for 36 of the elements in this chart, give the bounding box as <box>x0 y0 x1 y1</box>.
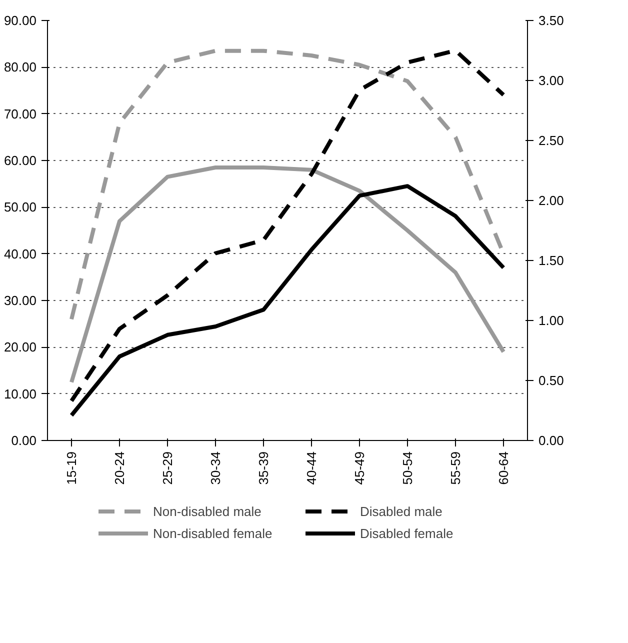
y-tick-label: 40.00 <box>4 246 37 262</box>
x-tick-label: 55-59 <box>448 452 463 485</box>
y-tick-label: 20.00 <box>4 340 37 355</box>
line-series <box>70 166 506 384</box>
x-tick-label: 30-34 <box>208 452 223 485</box>
x-tick-label: 40-44 <box>304 452 319 485</box>
y2-tick-label: 1.50 <box>538 253 564 268</box>
y-tick-label: 90.00 <box>4 13 37 28</box>
y2-tick-label: 2.50 <box>538 133 564 148</box>
y-tick-label: 70.00 <box>4 106 37 122</box>
x-tick-label: 20-24 <box>112 452 127 485</box>
x-tick-label: 35-39 <box>256 452 271 485</box>
y-tick-label: 50.00 <box>4 200 37 215</box>
y-tick-label: 60.00 <box>4 153 37 168</box>
y-tick-label: 30.00 <box>4 293 37 308</box>
y2-tick-label: 3.00 <box>538 73 564 88</box>
legend-label: Non-disabled female <box>153 526 274 540</box>
x-tick-label: 50-54 <box>400 452 415 485</box>
line-series <box>70 48 506 322</box>
x-tick-label: 45-49 <box>352 452 367 485</box>
x-tick-label: 60-64 <box>496 452 511 485</box>
y2-tick-label: 2.00 <box>538 193 564 208</box>
y2-tick-label: 3.50 <box>538 13 564 28</box>
legend-label: Non-disabled male <box>153 504 262 518</box>
legend-label: Disabled female <box>360 526 454 540</box>
x-tick-label: 15-19 <box>64 452 79 485</box>
y-tick-label: 0.00 <box>11 433 37 448</box>
y2-tick-label: 1.00 <box>538 313 564 328</box>
x-tick-label: 25-29 <box>160 452 175 485</box>
line-series <box>70 48 506 403</box>
y-tick-label: 80.00 <box>4 60 37 75</box>
legend-label: Disabled male <box>360 504 444 518</box>
y2-tick-label: 0.00 <box>538 433 564 448</box>
y2-tick-label: 0.50 <box>538 373 564 388</box>
line-series <box>70 184 506 418</box>
y-tick-label: 10.00 <box>4 386 37 402</box>
